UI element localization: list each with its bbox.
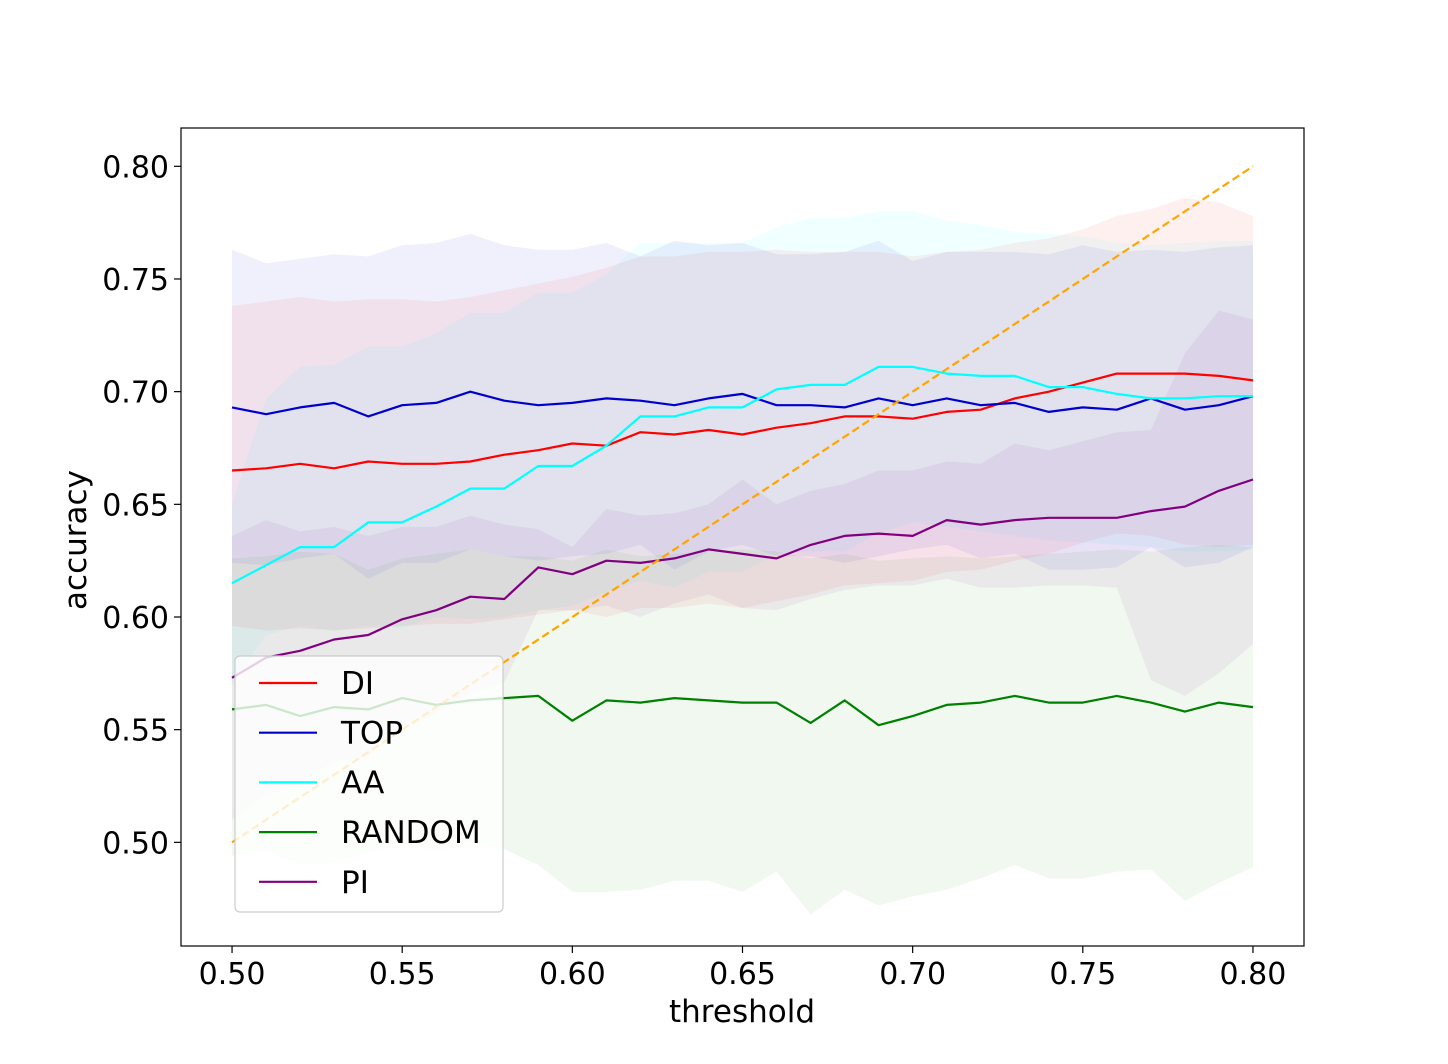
x-tick-label: 0.75 — [1049, 957, 1116, 992]
legend: DI TOP AA RANDOM PI — [234, 655, 504, 913]
series-line-top — [231, 390, 1254, 418]
y-tick-label: 0.50 — [102, 826, 169, 861]
legend-label-aa: AA — [341, 765, 384, 801]
x-tick-label: 0.80 — [1220, 957, 1287, 992]
x-tick-label: 0.50 — [199, 957, 266, 992]
y-tick-label: 0.75 — [102, 263, 169, 298]
legend-label-top: TOP — [340, 716, 403, 752]
y-tick-label: 0.65 — [102, 488, 169, 523]
legend-label-pi: PI — [341, 865, 369, 901]
y-axis-label: accuracy — [58, 470, 94, 610]
y-tick-label: 0.70 — [102, 376, 169, 411]
x-tick-label: 0.70 — [879, 957, 946, 992]
x-tick-label: 0.65 — [709, 957, 776, 992]
y-tick-label: 0.80 — [102, 150, 169, 185]
y-tick-label: 0.55 — [102, 714, 169, 749]
y-tick-label: 0.60 — [102, 601, 169, 636]
x-axis-label: threshold — [669, 994, 815, 1030]
band-pi — [232, 310, 1253, 820]
legend-label-di: DI — [341, 666, 374, 702]
confidence-bands — [232, 197, 1253, 915]
legend-box — [234, 655, 504, 913]
x-tick-label: 0.55 — [369, 957, 436, 992]
x-axis-ticks: 0.50 0.55 0.60 0.65 0.70 0.75 0.80 — [199, 946, 1287, 992]
legend-items: DI TOP AA RANDOM PI — [259, 666, 481, 901]
series-line-aa — [231, 365, 1253, 585]
series-line-pi — [231, 478, 1254, 679]
band-aa — [232, 211, 1253, 685]
y-axis-ticks: 0.50 0.55 0.60 0.65 0.70 0.75 0.80 — [102, 150, 181, 861]
series-line-di — [231, 372, 1254, 472]
legend-label-random: RANDOM — [341, 815, 481, 851]
x-tick-label: 0.60 — [539, 957, 606, 992]
